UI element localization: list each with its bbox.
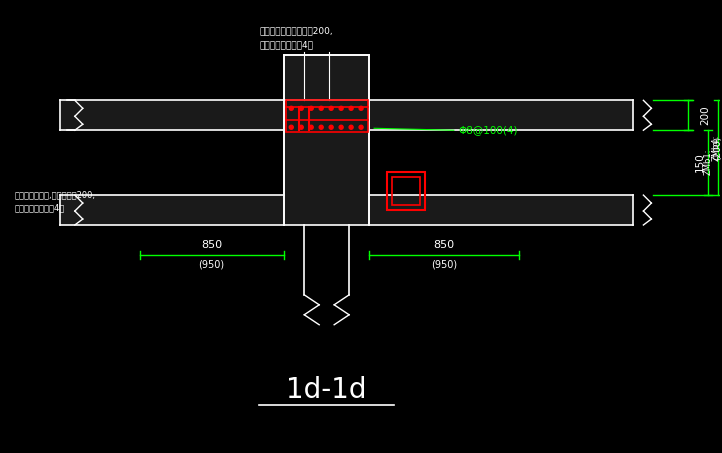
Bar (369, 100, 633, 130)
Circle shape (290, 106, 293, 110)
Circle shape (339, 125, 343, 129)
Circle shape (359, 106, 363, 110)
Text: 且每截面内不小于4根: 且每截面内不小于4根 (259, 40, 313, 49)
Text: ZMb1:: ZMb1: (703, 149, 712, 175)
Text: (950): (950) (199, 260, 225, 270)
Text: 850: 850 (201, 240, 222, 250)
Circle shape (329, 106, 333, 110)
Circle shape (349, 125, 353, 129)
Text: (950): (950) (431, 260, 457, 270)
Bar (287, 100, 368, 132)
Circle shape (290, 125, 293, 129)
Bar (284, 55, 369, 225)
Bar (60, 100, 284, 130)
Circle shape (299, 125, 303, 129)
Text: Φ8@100(4): Φ8@100(4) (459, 125, 518, 135)
Text: 850: 850 (433, 240, 454, 250)
Text: ZMb4:: ZMb4: (711, 135, 721, 161)
Circle shape (329, 125, 333, 129)
Bar (369, 195, 633, 225)
Circle shape (309, 125, 313, 129)
Bar (60, 195, 284, 225)
Bar (387, 172, 425, 210)
Text: (200): (200) (713, 136, 722, 160)
Text: 板面通长筋间距不大于200,: 板面通长筋间距不大于200, (259, 26, 333, 35)
Circle shape (349, 106, 353, 110)
Bar (392, 177, 420, 205)
Circle shape (319, 106, 323, 110)
Text: 板板底部构造筋,间距不大于200,: 板板底部构造筋,间距不大于200, (15, 191, 96, 200)
Text: 150: 150 (695, 152, 705, 172)
Text: 且每截面内不小于4根: 且每截面内不小于4根 (15, 203, 65, 212)
Circle shape (339, 106, 343, 110)
Circle shape (299, 106, 303, 110)
Text: 200: 200 (700, 106, 710, 125)
Circle shape (359, 125, 363, 129)
Circle shape (319, 125, 323, 129)
Text: 1d-1d: 1d-1d (286, 376, 367, 404)
Circle shape (309, 106, 313, 110)
